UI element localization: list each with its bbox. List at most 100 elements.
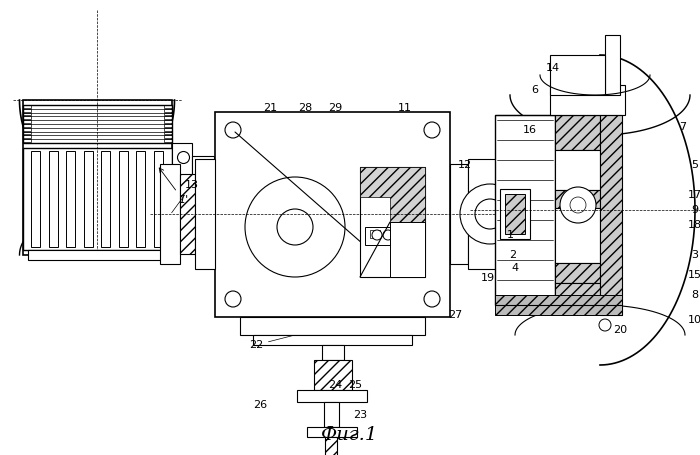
Polygon shape <box>360 167 425 222</box>
Circle shape <box>225 122 241 138</box>
Bar <box>164 139 172 142</box>
Bar <box>180 174 195 254</box>
Text: 24: 24 <box>328 380 342 390</box>
Bar <box>505 194 525 234</box>
Circle shape <box>560 187 596 223</box>
Bar <box>172 142 192 212</box>
Text: 12: 12 <box>458 160 472 170</box>
Text: 3: 3 <box>692 250 699 260</box>
Text: 1: 1 <box>507 230 514 240</box>
Text: Фиг.1: Фиг.1 <box>321 426 379 444</box>
Bar <box>22 131 31 134</box>
Bar <box>164 112 172 116</box>
Text: 2: 2 <box>510 250 517 260</box>
Text: 23: 23 <box>353 410 367 420</box>
Bar <box>22 139 31 142</box>
Bar <box>22 105 31 108</box>
Bar <box>550 55 605 95</box>
Circle shape <box>475 199 505 229</box>
Text: 17: 17 <box>688 190 700 200</box>
Text: 29: 29 <box>328 103 342 113</box>
Bar <box>22 105 172 143</box>
Circle shape <box>277 209 313 245</box>
Bar <box>22 120 31 123</box>
Text: 22: 22 <box>248 336 293 350</box>
Polygon shape <box>390 222 425 277</box>
Circle shape <box>245 177 345 277</box>
Text: 13: 13 <box>172 180 199 213</box>
Bar <box>555 263 600 283</box>
Bar <box>555 115 600 150</box>
Bar <box>102 151 110 247</box>
Text: 25: 25 <box>348 380 362 390</box>
Text: 28: 28 <box>298 103 312 113</box>
Bar <box>32 151 40 247</box>
Bar <box>164 124 172 127</box>
Text: 9: 9 <box>692 205 699 215</box>
Bar <box>555 190 600 208</box>
Bar <box>240 317 425 335</box>
Bar <box>322 345 344 360</box>
Text: 20: 20 <box>613 325 627 335</box>
Bar <box>600 105 622 315</box>
Circle shape <box>383 230 393 240</box>
Bar <box>22 128 31 131</box>
Bar <box>253 335 412 345</box>
Text: 15: 15 <box>688 270 700 280</box>
Bar <box>119 151 127 247</box>
Text: 18: 18 <box>688 220 700 230</box>
Bar <box>468 159 498 269</box>
Bar <box>22 136 31 138</box>
Text: 6: 6 <box>531 85 538 95</box>
Bar <box>605 35 620 95</box>
Bar <box>164 131 172 134</box>
Bar <box>297 390 367 402</box>
Circle shape <box>424 291 440 307</box>
Bar <box>314 360 352 390</box>
Polygon shape <box>495 295 622 315</box>
Text: 14: 14 <box>546 63 560 73</box>
Text: 8: 8 <box>692 290 699 300</box>
Bar <box>22 124 31 127</box>
Text: 19: 19 <box>481 273 495 283</box>
Bar <box>84 151 92 247</box>
Bar <box>160 164 180 264</box>
Text: 1': 1' <box>159 168 188 205</box>
Bar <box>215 112 450 317</box>
Bar <box>22 100 172 255</box>
Bar <box>500 189 530 239</box>
Bar <box>307 427 357 437</box>
Bar <box>365 227 390 245</box>
Circle shape <box>599 319 611 331</box>
Bar <box>164 105 172 108</box>
Bar <box>555 208 600 263</box>
Text: 11: 11 <box>398 103 412 113</box>
Bar <box>22 109 31 111</box>
Bar <box>154 151 162 247</box>
Bar <box>164 128 172 131</box>
Bar <box>164 120 172 123</box>
Bar <box>325 437 337 455</box>
Text: 27: 27 <box>448 310 462 320</box>
Bar <box>555 283 600 305</box>
Bar <box>588 60 616 85</box>
Circle shape <box>178 192 190 203</box>
Text: 5: 5 <box>692 160 699 170</box>
Bar <box>66 151 75 247</box>
Bar <box>550 85 625 115</box>
Circle shape <box>178 152 190 163</box>
Circle shape <box>399 238 417 256</box>
Bar <box>370 230 380 238</box>
Text: 4: 4 <box>512 263 519 273</box>
Bar <box>555 65 595 90</box>
Circle shape <box>570 197 586 213</box>
Bar <box>164 116 172 119</box>
Bar <box>195 159 215 269</box>
Text: 7: 7 <box>680 122 687 132</box>
Circle shape <box>424 122 440 138</box>
Bar <box>22 112 31 116</box>
Bar <box>136 151 145 247</box>
Circle shape <box>460 184 520 244</box>
Bar <box>450 164 468 264</box>
Bar <box>192 156 214 199</box>
